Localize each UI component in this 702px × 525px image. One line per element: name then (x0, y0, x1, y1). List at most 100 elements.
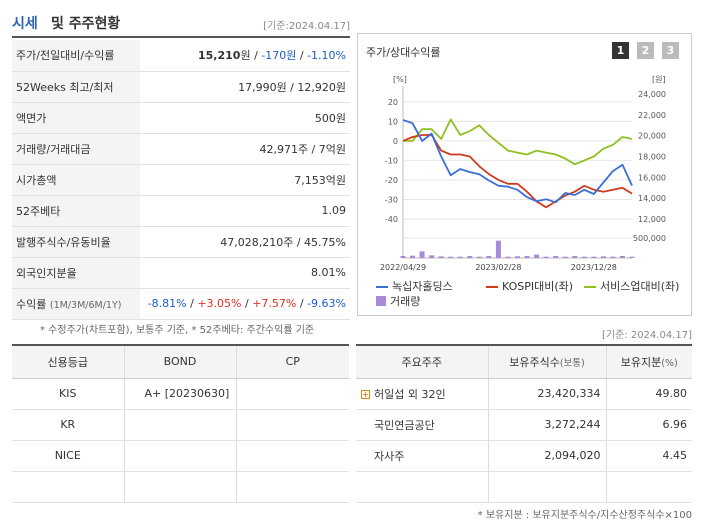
y-right-tick-label: 12,000 (638, 215, 666, 224)
holder-name[interactable]: 허일섭 외 32인 (374, 387, 446, 401)
table-row: 주가/전일대비/수익률 15,210원 / -170원 / -1.10% (12, 40, 350, 72)
cp-cell (235, 471, 349, 503)
price-footnote: * 수정주가(차트포함), 보통주 기준, * 52주베타: 주간수익률 기준 (40, 325, 315, 336)
chart-page-2-button[interactable]: 2 (637, 42, 654, 59)
bond-cell (123, 409, 236, 441)
volume-bar (400, 256, 406, 258)
volume-bar (476, 256, 482, 258)
y-left-tick-label: 0 (393, 137, 398, 146)
y-left-unit: [%] (393, 75, 407, 84)
header-shares: 보유주식수(보통) (487, 344, 606, 379)
volume-bar (553, 256, 559, 258)
header-ratio-unit: (%) (661, 357, 678, 369)
holder-ratio: 6.96 (605, 409, 692, 441)
row-label: 거래량/거래대금 (12, 133, 140, 165)
price-change-rate: -1.10% (307, 49, 346, 63)
table-row: KR (12, 409, 349, 441)
table-row: 국민연금공단 3,272,244 6.96 (356, 409, 692, 441)
return-6m: +7.57% (252, 297, 297, 310)
holder-name-cell: 자사주 (356, 440, 488, 472)
return-1m: -8.81% (147, 297, 187, 310)
holder-ratio (605, 471, 692, 503)
legend-label: 서비스업대비(좌) (600, 280, 680, 293)
row-value: 8.01% (140, 257, 350, 289)
volume-bar (543, 256, 549, 258)
row-label: 수익률 (1M/3M/6M/1Y) (12, 288, 140, 320)
cp-cell (235, 409, 349, 441)
current-price: 15,210 (198, 49, 241, 63)
header-cp: CP (235, 344, 349, 379)
holder-name-cell: + 허일섭 외 32인 (356, 378, 488, 410)
chart-panel: 20 10 0 -10 -20 -30 -40 24,000 22,000 20,000 18,00… (357, 33, 692, 316)
expand-plus-icon[interactable]: + (361, 389, 370, 399)
row-label: 외국인지분율 (12, 257, 140, 289)
separator: / (250, 49, 262, 63)
cp-cell (235, 378, 349, 410)
volume-bar (457, 256, 463, 258)
shareholder-footnote: * 보유지분 : 보유지분주식수/지수산정주식수×100 (477, 510, 692, 521)
table-row: 자사주 2,094,020 4.45 (356, 440, 692, 472)
series-line-stock (402, 119, 633, 204)
row-label: 시가총액 (12, 164, 140, 196)
agency-cell: KR (12, 409, 124, 441)
section-title-main: 시세 (12, 16, 38, 32)
row-value: 17,990원 / 12,920원 (140, 71, 350, 103)
table-header-row: 주요주주 보유주식수(보통) 보유지분(%) (356, 344, 692, 379)
volume-bar (486, 256, 492, 258)
volume-bar (562, 256, 568, 258)
legend-item-kospi: KOSPI대비(좌) (486, 278, 573, 294)
holder-shares: 3,272,244 (487, 409, 606, 441)
agency-cell (12, 471, 124, 503)
legend-label: 녹십자홀딩스 (392, 280, 453, 293)
volume-bar (495, 240, 501, 258)
chart-page-3-button[interactable]: 3 (662, 42, 679, 59)
holder-shares: 2,094,020 (487, 440, 606, 472)
chart-page-1-button[interactable]: 1 (612, 42, 629, 59)
table-row: NICE (12, 440, 349, 472)
volume-tick-label: 500,000 (633, 234, 666, 243)
section-title-rest: 및 주주현황 (51, 16, 121, 32)
row-label: 52주베타 (12, 195, 140, 227)
volume-bar (572, 256, 578, 258)
shareholders-table: 주요주주 보유주식수(보통) 보유지분(%) + 허일섭 외 32인 23,420… (356, 344, 692, 503)
legend-label: KOSPI대비(좌) (502, 280, 574, 293)
agency-cell: KIS (12, 378, 124, 410)
holder-shares: 23,420,334 (487, 378, 606, 410)
holder-ratio: 49.80 (605, 378, 692, 410)
y-left-tick-label: 10 (388, 117, 398, 126)
holder-name-cell (356, 471, 488, 503)
table-row (356, 471, 692, 503)
volume-bar (467, 256, 473, 258)
y-right-tick-label: 18,000 (638, 153, 666, 162)
header-agency: 신용등급 (12, 344, 124, 379)
cp-cell (235, 440, 349, 472)
legend-line-swatch (486, 286, 498, 288)
table-row: 52Weeks 최고/최저 17,990원 / 12,920원 (12, 71, 350, 103)
volume-bar (419, 251, 425, 258)
legend-item-service: 서비스업대비(좌) (584, 278, 679, 294)
credit-rating-table: 신용등급 BOND CP KIS A+ [20230630] KR NICE (12, 344, 349, 503)
y-right-tick-label: 14,000 (638, 194, 666, 203)
header-shares-label: 보유주식수 (509, 355, 560, 369)
y-right-tick-label: 20,000 (638, 132, 666, 141)
base-date: [기준:2024.04.17] (263, 21, 350, 32)
price-info-table: 주가/전일대비/수익률 15,210원 / -170원 / -1.10% 52W… (12, 40, 350, 320)
y-right-tick-label: 22,000 (638, 111, 666, 120)
table-row: 수익률 (1M/3M/6M/1Y) -8.81% / +3.05% / +7.5… (12, 288, 350, 320)
row-value: 7,153억원 (140, 164, 350, 196)
volume-bar (524, 256, 530, 258)
base-date-2: [기준: 2024.04.17] (601, 330, 692, 341)
y-left-tick-label: -20 (385, 176, 398, 185)
table-row: 거래량/거래대금 42,971주 / 7억원 (12, 133, 350, 165)
section-header: 시세 및 주주현황 [기준:2024.04.17] (12, 8, 350, 38)
table-row: 시가총액 7,153억원 (12, 164, 350, 196)
header-bond: BOND (123, 344, 236, 379)
return-1y: -9.63% (307, 297, 346, 310)
header-holder: 주요주주 (356, 344, 488, 379)
legend-item-volume: 거래량 (376, 293, 420, 309)
agency-cell: NICE (12, 440, 124, 472)
chart-title: 주가/상대수익률 (366, 46, 441, 59)
y-left-tick-label: -40 (385, 215, 398, 224)
table-row: KIS A+ [20230630] (12, 378, 349, 410)
row-label: 발행주식수/유동비율 (12, 226, 140, 258)
